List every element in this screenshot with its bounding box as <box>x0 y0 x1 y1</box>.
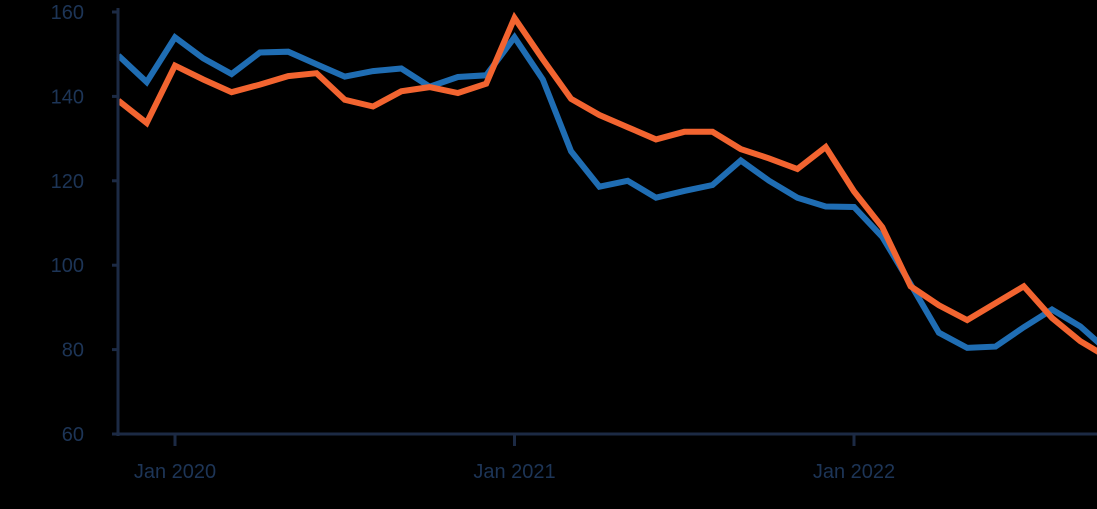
series-line-1 <box>116 32 1097 351</box>
x-tick-label: Jan 2022 <box>813 461 895 483</box>
x-tick-label: Jan 2020 <box>134 461 216 483</box>
x-tick-label: Jan 2021 <box>473 461 555 483</box>
y-tick-label: 100 <box>51 255 84 277</box>
series-line-2 <box>116 11 1097 355</box>
y-tick-label: 120 <box>51 171 84 193</box>
y-tick-label: 160 <box>51 2 84 24</box>
y-tick-label: 80 <box>62 340 84 362</box>
y-tick-label: 140 <box>51 86 84 108</box>
y-tick-label: 60 <box>62 424 84 446</box>
